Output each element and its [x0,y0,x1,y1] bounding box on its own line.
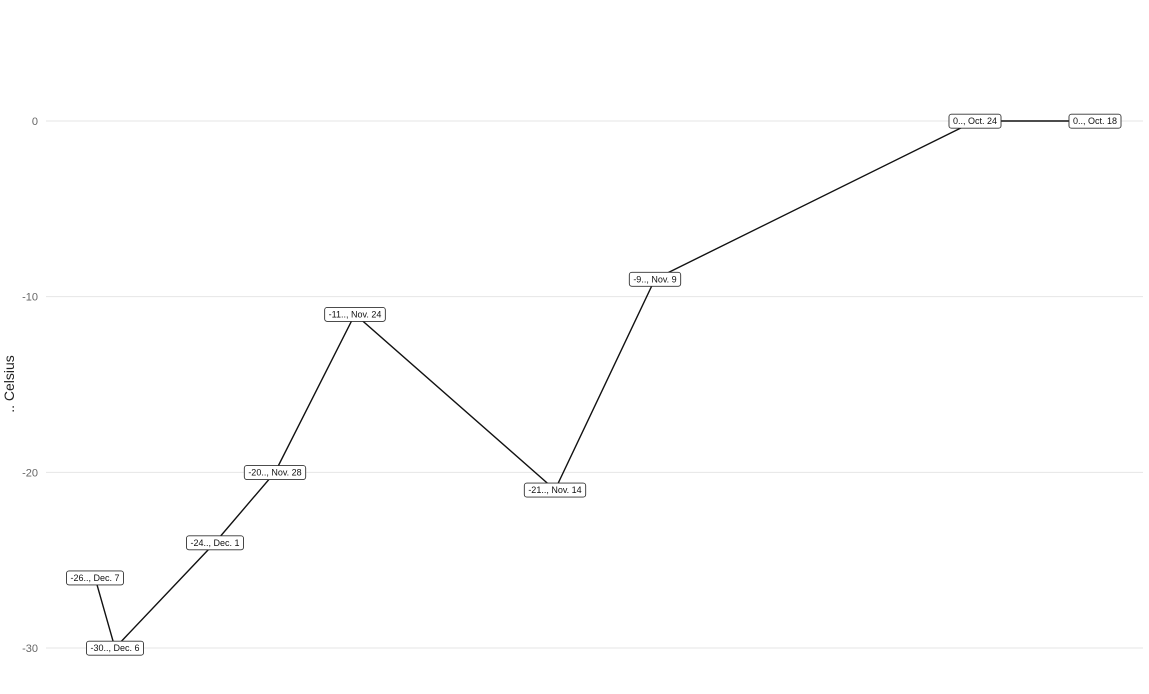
y-tick-label: -30 [22,643,38,655]
y-axis-ticks: 0 -10 -20 -30 [22,116,38,655]
data-label-box [243,465,307,480]
y-tick-label: 0 [32,116,38,128]
data-label: -9.., Nov. 9 [628,271,682,287]
data-label-box [948,113,1002,129]
data-label: -11.., Nov. 24 [324,306,386,322]
data-labels: 0.., Oct. 18 0.., Oct. 24 -9.., Nov. 9 -21.… [66,113,1122,656]
data-label-text: -20.., Nov. 28 [248,468,301,478]
data-label: -20.., Nov. 28 [243,465,307,480]
y-axis-label: .. Celsius [1,355,17,413]
data-label: -30.., Dec. 6 [86,640,144,656]
series [94,120,1095,650]
data-label-text: -11.., Nov. 24 [329,309,382,319]
data-label: -26.., Dec. 7 [66,570,124,586]
y-tick-label: -10 [22,292,38,304]
data-label-box [523,482,587,498]
data-label-text: -24.., Dec. 1 [190,538,239,548]
grid [46,120,1143,649]
series-line [94,120,1095,650]
data-label-text: -30.., Dec. 6 [90,643,139,653]
data-label-text: 0.., Oct. 24 [953,116,997,126]
data-label-text: -21.., Nov. 14 [528,485,581,495]
data-label: -21.., Nov. 14 [523,482,587,498]
data-label: 0.., Oct. 18 [1068,113,1122,129]
data-label-box [324,306,386,322]
data-label: -24.., Dec. 1 [186,535,244,551]
y-tick-label: -20 [22,467,38,479]
data-label-box [628,271,682,287]
data-label-box [66,570,124,586]
data-label-box [1068,113,1122,129]
data-label-text: -9.., Nov. 9 [633,274,676,284]
data-label-box [186,535,244,551]
data-label-text: -26.., Dec. 7 [70,573,119,583]
data-label-box [86,640,144,656]
data-label: 0.., Oct. 24 [948,113,1002,129]
data-label-text: 0.., Oct. 18 [1073,116,1117,126]
